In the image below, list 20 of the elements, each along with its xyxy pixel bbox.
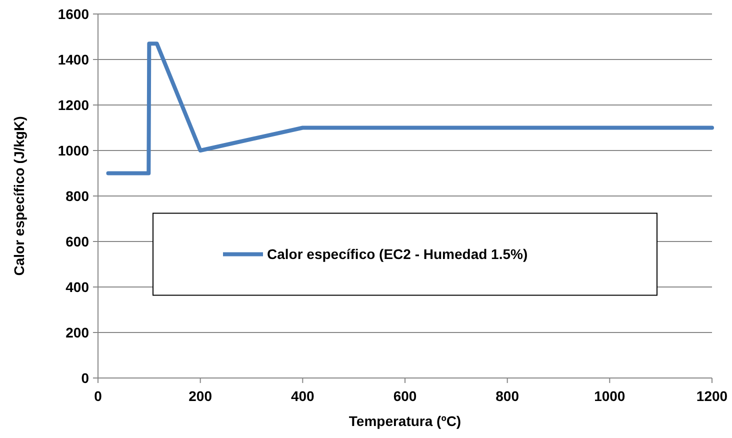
y-tick-label: 1400	[58, 51, 90, 68]
x-axis-title: Temperatura (ºC)	[348, 413, 462, 429]
x-tick-label: 800	[496, 388, 520, 404]
x-tick-label: 0	[94, 388, 102, 404]
y-tick-label: 1600	[58, 6, 90, 22]
line-series	[106, 42, 714, 176]
y-tick-label: 0	[81, 370, 90, 386]
y-tick-label: 600	[66, 233, 90, 250]
y-tick-label: 1000	[58, 142, 90, 158]
legend-label: Calor específico (EC2 - Humedad 1.5%)	[267, 246, 528, 262]
x-tick-label: 400	[290, 388, 315, 404]
x-tick-label: 600	[393, 388, 417, 404]
y-axis-title: Calor específico (J/kgK)	[11, 116, 27, 276]
y-tick-label: 400	[66, 278, 90, 295]
x-tick-label: 1000	[594, 388, 626, 404]
y-tick-label: 200	[66, 324, 90, 340]
y-tick-label: 800	[66, 188, 90, 204]
x-tick-label: 1200	[696, 388, 728, 404]
y-tick-label: 1200	[58, 96, 90, 113]
x-tick-label: 200	[188, 388, 212, 404]
